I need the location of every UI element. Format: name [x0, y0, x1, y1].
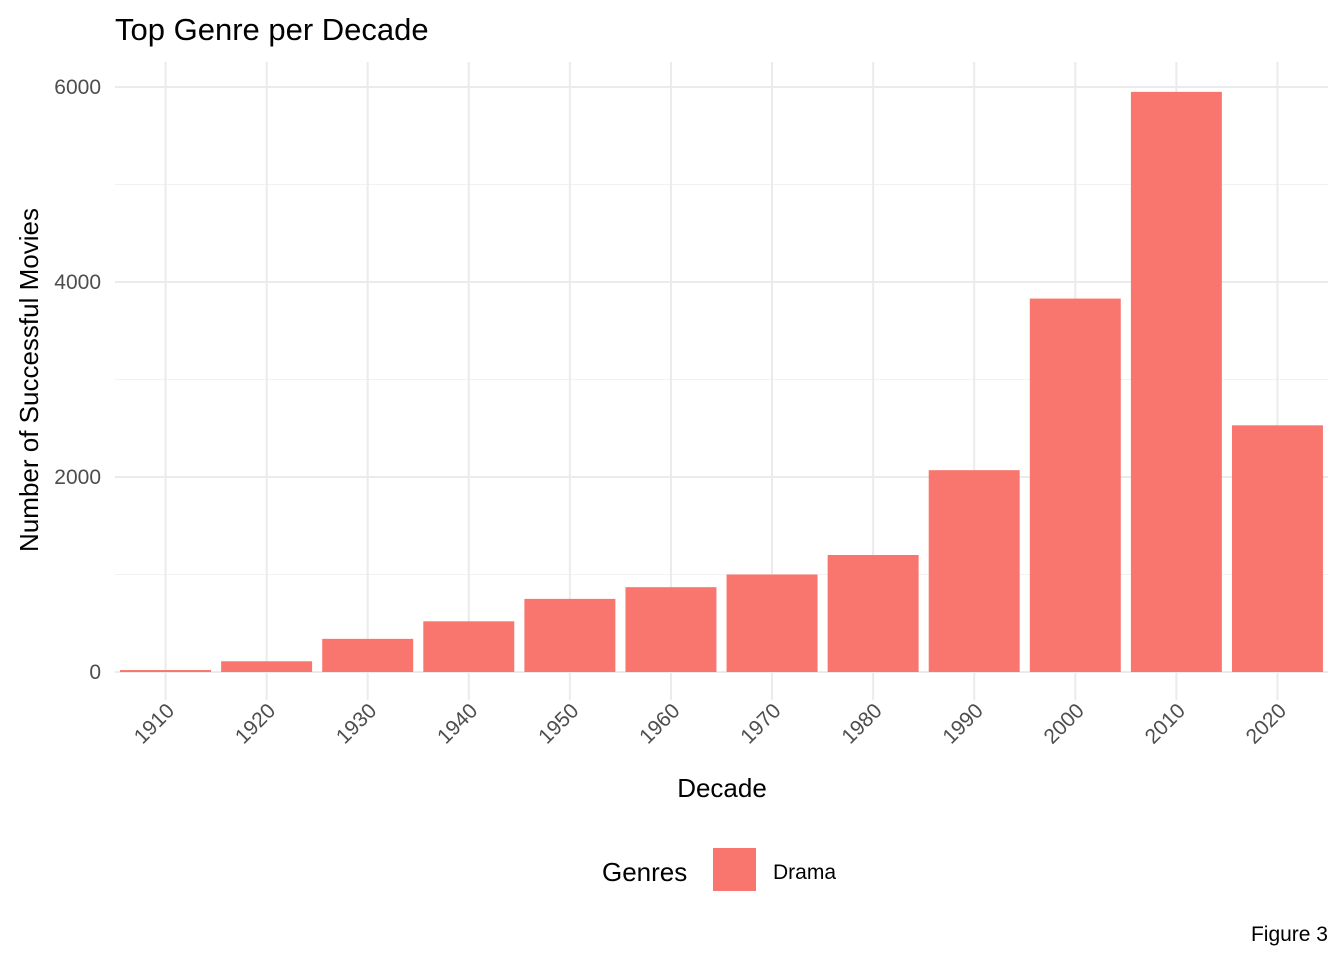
- legend-swatch-drama: [713, 848, 756, 891]
- x-tick-label: 1910: [130, 699, 179, 748]
- y-tick-label: 0: [89, 661, 101, 684]
- bars: [120, 91, 1323, 672]
- x-axis-title: Decade: [677, 773, 767, 803]
- legend: Genres Drama: [602, 848, 836, 891]
- x-tick-label: 2010: [1141, 699, 1190, 748]
- x-tick-label: 2000: [1040, 699, 1089, 748]
- x-tick-label: 1930: [332, 699, 381, 748]
- x-tick-label: 1920: [231, 699, 280, 748]
- x-tick-label: 1960: [635, 699, 684, 748]
- bar-1950: [524, 598, 616, 672]
- bar-1910: [120, 670, 212, 672]
- bar-1970: [726, 574, 818, 672]
- x-tick-label: 1950: [534, 699, 583, 748]
- legend-title: Genres: [602, 857, 687, 887]
- figure-caption: Figure 3: [1251, 923, 1328, 946]
- bar-1920: [221, 661, 313, 672]
- x-tick-label: 1980: [837, 699, 886, 748]
- bar-1930: [322, 638, 414, 672]
- bar-1980: [827, 555, 919, 672]
- bar-1960: [625, 587, 717, 672]
- x-axis-ticks: 1910 1920 1930 1940 1950 1960 1970 1980 1990 2000…: [130, 699, 1291, 748]
- x-tick-label: 1970: [736, 699, 785, 748]
- y-axis-ticks: 0 2000 4000 6000: [54, 76, 101, 684]
- y-tick-label: 6000: [54, 76, 101, 99]
- x-tick-label: 1990: [938, 699, 987, 748]
- y-tick-label: 2000: [54, 466, 101, 489]
- bar-2000: [1029, 298, 1121, 672]
- x-tick-label: 2020: [1242, 699, 1291, 748]
- bar-2020: [1231, 425, 1323, 672]
- chart-title: Top Genre per Decade: [115, 12, 429, 47]
- bar-1990: [928, 470, 1020, 672]
- legend-label-drama: Drama: [773, 861, 836, 884]
- bar-1940: [423, 621, 515, 672]
- y-tick-label: 4000: [54, 271, 101, 294]
- x-tick-label: 1940: [433, 699, 482, 748]
- bar-2010: [1130, 91, 1222, 672]
- y-axis-title: Number of Successful Movies: [14, 208, 44, 552]
